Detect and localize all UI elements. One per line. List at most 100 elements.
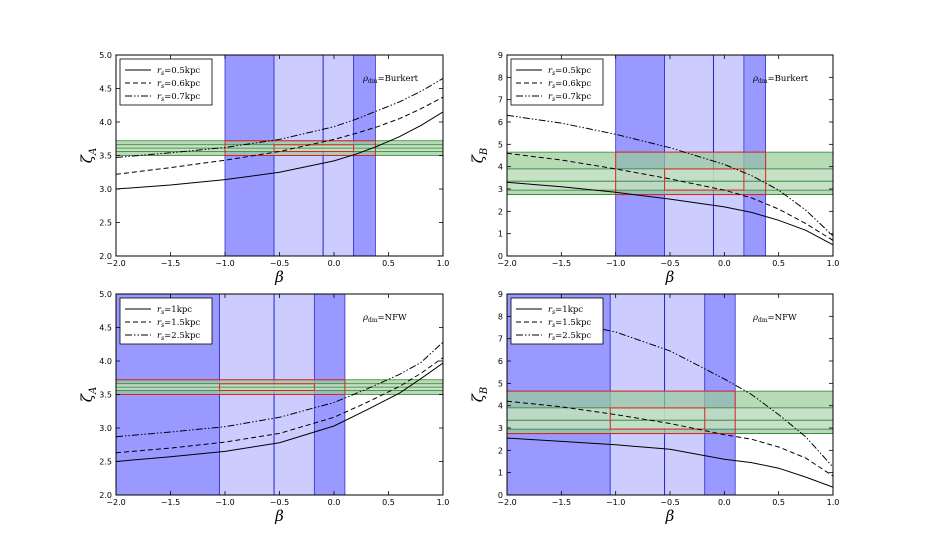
legend-box [510,58,604,106]
y-axis-label-main: ζ [469,393,487,402]
y-tick-label: 1 [498,230,503,239]
y-axis-label-sub: B [479,148,490,156]
annotation-rho: ρ [752,74,758,84]
x-tick-label: −0.5 [660,259,679,268]
legend-value: =2.5kpc [164,331,200,341]
legend-sub: s [161,83,164,90]
series-line-1 [507,437,833,488]
overlap-rect-inner [273,144,355,152]
legend-sub: s [552,83,555,90]
legend-sub: s [161,309,164,316]
legend-value: =0.7kpc [555,92,591,102]
y-axis-label: ζB [469,148,490,164]
series-line-3 [572,322,833,468]
panel-1: −2.0 −1.5 −1.0 −0.5 0.0 0.5 1.0 2.0 2.5 3.0 3.5 4.0… [78,51,449,286]
legend-sub: s [552,309,555,316]
legend-value: =0.5kpc [164,66,200,76]
legend-r: r [157,331,162,341]
legend-r: r [157,92,162,102]
annotation-rest: =NFW [378,313,407,323]
x-tick-label: −1.0 [215,259,234,268]
legend-sub: s [552,96,555,103]
y-tick-label: 2.5 [99,219,112,228]
y-tick-label: 6 [498,118,503,127]
x-tick-label: −1.5 [552,259,571,268]
legend-r: r [157,79,162,89]
y-tick-label: 2.0 [99,491,112,500]
y-tick-label: 0 [498,491,503,500]
x-tick-label: 0.0 [328,498,341,507]
y-tick-label: 0 [498,252,503,261]
legend-sub: s [552,335,555,342]
x-tick-label: −2.0 [497,498,516,507]
y-tick-label: 2 [498,446,503,455]
legend-box [119,58,213,106]
x-tick-label: −1.5 [161,498,180,507]
y-axis-label-sub: A [88,148,99,156]
legend-r: r [157,305,162,315]
legend-label-3: rs=2.5kpc [157,331,200,342]
y-axis-label-main: ζ [78,393,96,402]
panel-4: −2.0 −1.5 −1.0 −0.5 0.0 0.5 1.00123456789βζBρd… [469,290,839,525]
legend-r: r [548,79,553,89]
y-tick-label: 3.5 [99,391,112,400]
x-axis-label: β [274,507,284,525]
legend-value: =1kpc [164,305,192,315]
legend-value: =0.6kpc [555,79,591,89]
x-tick-label: 1.0 [437,259,450,268]
density-profile-annotation: ρdm=Burkert [362,74,419,85]
overlap-rect-outer [116,379,346,396]
legend-value: =2.5kpc [555,331,591,341]
legend-label-2: rs=0.6kpc [548,79,591,90]
y-axis-label: ζB [469,387,490,403]
legend-label-1: rs=1kpc [548,305,583,316]
legend-value: =0.5kpc [555,66,591,76]
x-tick-label: −2.0 [106,259,125,268]
y-tick-label: 9 [498,290,503,299]
x-axis-label: β [665,268,675,286]
annotation-rho: ρ [362,74,368,84]
legend-box [119,297,213,345]
series-line-3 [507,114,833,237]
legend-value: =1kpc [555,305,583,315]
y-axis-label-sub: A [88,387,99,395]
y-axis-label: ζA [78,148,99,163]
panel-2: −2.0 −1.5 −1.0 −0.5 0.0 0.5 1.00123456789βζBρd… [469,51,839,286]
legend-label-2: rs=1.5kpc [548,318,591,329]
legend-sub: s [552,70,555,77]
series-line-3 [116,77,443,158]
annotation-rest: =Burkert [768,74,809,84]
annotation-sub: dm [758,317,768,324]
annotation-rest: =NFW [768,313,797,323]
series-line-1 [116,362,443,462]
legend-r: r [548,318,553,328]
overlap-rect-inner [664,168,745,191]
legend-box [510,297,604,345]
legend-label-2: rs=1.5kpc [157,318,200,329]
series-line-1 [116,111,443,190]
x-tick-label: −0.5 [660,498,679,507]
x-tick-label: −1.0 [215,498,234,507]
annotation-rho: ρ [362,313,368,323]
y-tick-label: 1 [498,469,503,478]
legend-value: =1.5kpc [164,318,200,328]
legend-r: r [548,331,553,341]
y-axis-label-main: ζ [469,154,487,163]
y-tick-label: 5 [498,140,503,149]
series-line-2 [116,357,443,454]
y-tick-label: 5.0 [99,51,112,60]
y-tick-label: 2 [498,207,503,216]
panel-3: −2.0 −1.5 −1.0 −0.5 0.0 0.5 1.0 2.0 2.5 3.0 3.5 4.0… [78,290,449,525]
x-tick-label: 0.0 [328,259,341,268]
y-tick-label: 3.0 [99,424,112,433]
series-line-1 [507,181,833,246]
y-tick-label: 9 [498,51,503,60]
legend-r: r [548,66,553,76]
x-tick-label: −2.0 [106,498,125,507]
plot-area [507,55,833,256]
legend-label-1: rs=0.5kpc [548,66,591,77]
series-line-2 [507,152,833,241]
zeta-band-2 [507,168,833,191]
